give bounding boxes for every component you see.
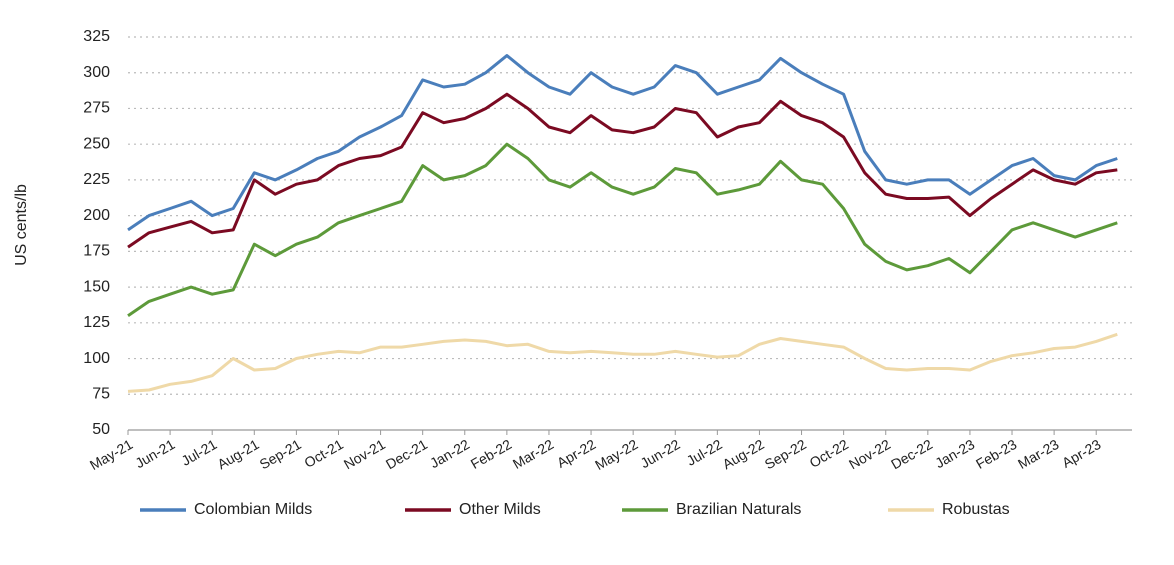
y-tick-label: 75 bbox=[92, 385, 110, 402]
y-axis-label: US cents/lb bbox=[13, 184, 30, 266]
series-line bbox=[127, 54, 1118, 232]
legend-label: Colombian Milds bbox=[194, 501, 312, 518]
y-tick-label: 325 bbox=[83, 28, 110, 45]
y-tick-label: 275 bbox=[83, 100, 110, 117]
legend-label: Other Milds bbox=[459, 501, 541, 518]
series-line bbox=[127, 92, 1118, 249]
y-tick-label: 50 bbox=[92, 421, 110, 438]
y-tick-label: 225 bbox=[83, 171, 110, 188]
y-tick-label: 125 bbox=[83, 314, 110, 331]
legend-label: Brazilian Naturals bbox=[676, 501, 801, 518]
y-tick-label: 300 bbox=[83, 64, 110, 81]
series-line bbox=[127, 142, 1118, 317]
y-tick-label: 100 bbox=[83, 350, 110, 367]
y-tick-label: 250 bbox=[83, 135, 110, 152]
y-tick-label: 200 bbox=[83, 207, 110, 224]
legend-label: Robustas bbox=[942, 501, 1010, 518]
series-line bbox=[127, 332, 1118, 393]
y-tick-label: 150 bbox=[83, 278, 110, 295]
y-tick-label: 175 bbox=[83, 243, 110, 260]
